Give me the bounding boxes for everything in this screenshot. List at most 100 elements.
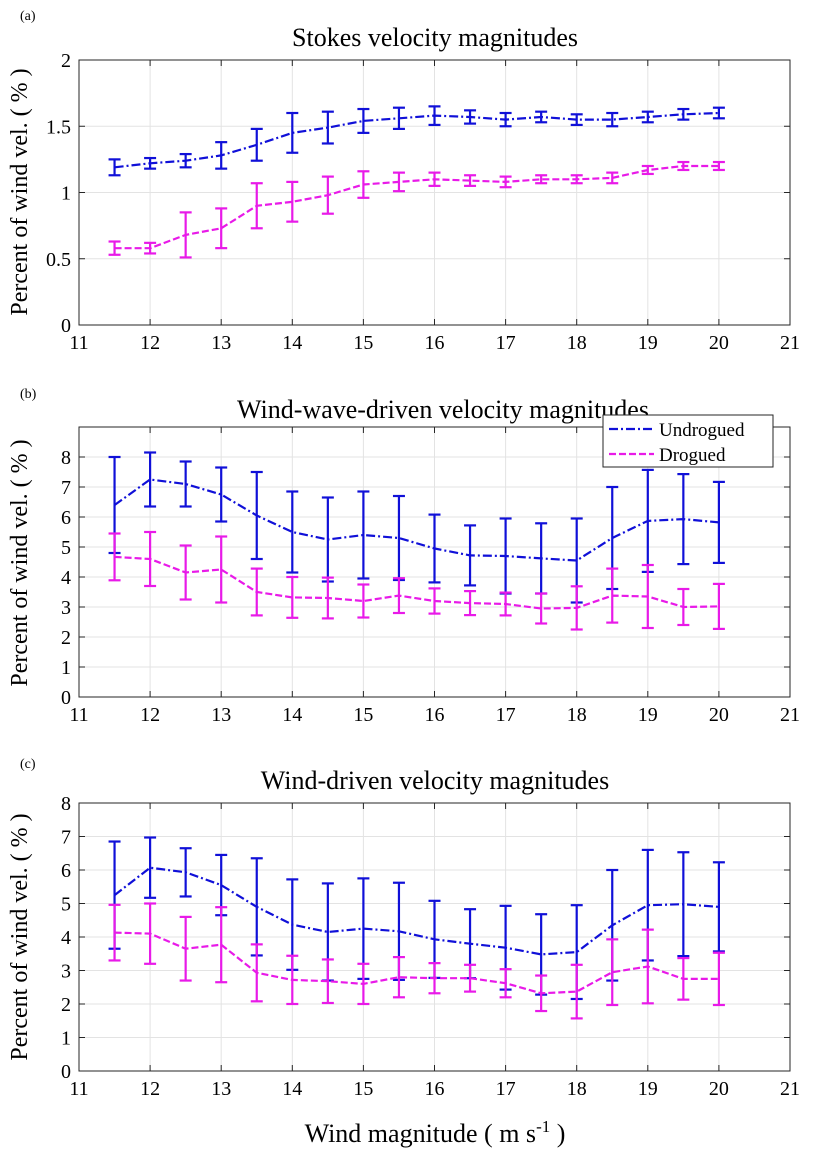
y-tick-label: 1 — [61, 183, 71, 205]
chart-title: Stokes velocity magnitudes — [292, 23, 578, 52]
drogued-errorbar — [535, 174, 548, 185]
undrogued-errorbar — [357, 107, 370, 134]
axes-layer — [78, 59, 791, 1072]
x-tick-label: 11 — [69, 1078, 88, 1100]
drogued-errorbar — [428, 171, 441, 187]
drogued-errorbar — [428, 962, 441, 995]
chart-title: Wind-driven velocity magnitudes — [261, 766, 609, 795]
undrogued-errorbar — [144, 836, 157, 899]
panel-label: (b) — [20, 387, 37, 402]
x-tick-label: 19 — [638, 704, 658, 726]
y-tick-label: 0.5 — [46, 249, 71, 271]
drogued-errorbar — [499, 175, 512, 189]
x-tick-label: 17 — [496, 1078, 516, 1100]
chart-title: Wind-wave-driven velocity magnitudes — [237, 395, 649, 424]
x-tick-label: 19 — [638, 332, 658, 354]
x-axis-label: Wind magnitude ( m s-1 ) — [305, 1117, 566, 1148]
drogued-errorbar — [286, 575, 299, 619]
x-tick-label: 12 — [140, 704, 160, 726]
undrogued-series-line — [113, 866, 719, 956]
axes-frame — [78, 802, 791, 1072]
drogued-errorbar — [606, 171, 619, 185]
x-tick-label: 15 — [353, 704, 373, 726]
legend-undrogued-label: Undrogued — [659, 420, 745, 441]
y-tick-label: 7 — [61, 827, 71, 849]
undrogued-errorbar — [641, 110, 654, 124]
x-tick-label: 21 — [780, 704, 800, 726]
drogued-errorbar — [499, 968, 512, 999]
undrogued-errorbar — [677, 473, 690, 566]
undrogued-errorbar — [606, 111, 619, 128]
x-tick-label: 20 — [709, 1078, 729, 1100]
y-axis-label: Percent of wind vel. ( % ) — [7, 439, 33, 686]
axes-frame — [78, 59, 791, 326]
x-axis-label-sup: -1 — [536, 1117, 550, 1136]
x-axis-label-close: ) — [550, 1119, 565, 1148]
drogued-errorbar — [108, 903, 121, 962]
drogued-errorbar — [677, 160, 690, 172]
legend: Undrogued Drogued — [602, 414, 774, 468]
y-tick-label: 4 — [61, 927, 71, 949]
drogued-errorbar — [108, 240, 121, 256]
drogued-errorbar — [392, 955, 405, 999]
drogued-errorbar — [286, 954, 299, 1006]
drogued-errorbar — [357, 170, 370, 199]
x-tick-label: 18 — [567, 332, 587, 354]
undrogued-errorbar — [179, 460, 192, 508]
y-tick-label: 6 — [61, 507, 71, 529]
drogued-errorbar — [179, 211, 192, 259]
undrogued-errorbar — [499, 111, 512, 128]
drogued-errorbar — [250, 943, 263, 1003]
x-tick-label: 12 — [140, 1078, 160, 1100]
y-tick-label: 3 — [61, 961, 71, 983]
drogued-errorbar — [215, 535, 228, 604]
y-tick-label: 2 — [61, 627, 71, 649]
x-tick-label: 14 — [282, 704, 302, 726]
drogued-errorbar — [144, 530, 157, 588]
drogued-errorbar — [250, 567, 263, 617]
drogued-errorbar — [641, 563, 654, 630]
undrogued-errorbar — [179, 847, 192, 898]
drogued-errorbar — [606, 567, 619, 624]
x-tick-label: 11 — [69, 704, 88, 726]
drogued-errorbar — [144, 241, 157, 255]
x-tick-label: 13 — [211, 1078, 231, 1100]
drogued-errorbar — [641, 164, 654, 176]
drogued-errorbar — [179, 915, 192, 982]
undrogued-errorbar — [570, 113, 583, 127]
grid-layer — [78, 59, 791, 1072]
undrogued-errorbar — [464, 109, 477, 125]
y-tick-label: 3 — [61, 597, 71, 619]
undrogued-errorbar — [250, 127, 263, 162]
undrogued-errorbar — [144, 451, 157, 508]
drogued-errorbar — [464, 589, 477, 617]
y-tick-label: 5 — [61, 537, 71, 559]
x-tick-label: 21 — [780, 1078, 800, 1100]
x-tick-label: 17 — [496, 332, 516, 354]
drogued-errorbar — [392, 171, 405, 193]
panel-label: (c) — [20, 757, 36, 772]
x-tick-label: 18 — [567, 704, 587, 726]
undrogued-errorbar — [144, 156, 157, 170]
drogued-errorbar — [464, 963, 477, 993]
legend-drogued-label: Drogued — [659, 445, 726, 466]
undrogued-errorbar — [215, 141, 228, 170]
y-tick-label: 5 — [61, 894, 71, 916]
undrogued-errorbar — [712, 861, 725, 953]
drogued-errorbar — [570, 174, 583, 185]
x-axis-label-main: Wind magnitude ( m s — [305, 1119, 536, 1148]
drogued-errorbar — [428, 587, 441, 615]
drogued-errorbar — [108, 532, 121, 582]
legend-box — [602, 414, 774, 468]
undrogued-errorbar — [712, 480, 725, 565]
x-tick-label: 16 — [425, 332, 445, 354]
y-tick-label: 6 — [61, 860, 71, 882]
y-tick-label: 8 — [61, 793, 71, 815]
x-tick-label: 15 — [353, 332, 373, 354]
drogued-errorbar — [179, 544, 192, 601]
drogued-errorbar — [321, 958, 334, 1005]
drogued-errorbar — [570, 585, 583, 631]
y-axis-label: Percent of wind vel. ( % ) — [7, 813, 33, 1060]
x-tick-label: 14 — [282, 1078, 302, 1100]
